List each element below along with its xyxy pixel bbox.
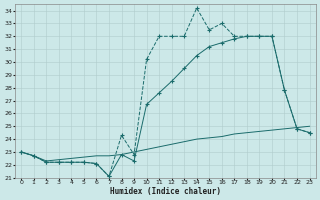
X-axis label: Humidex (Indice chaleur): Humidex (Indice chaleur): [110, 187, 221, 196]
